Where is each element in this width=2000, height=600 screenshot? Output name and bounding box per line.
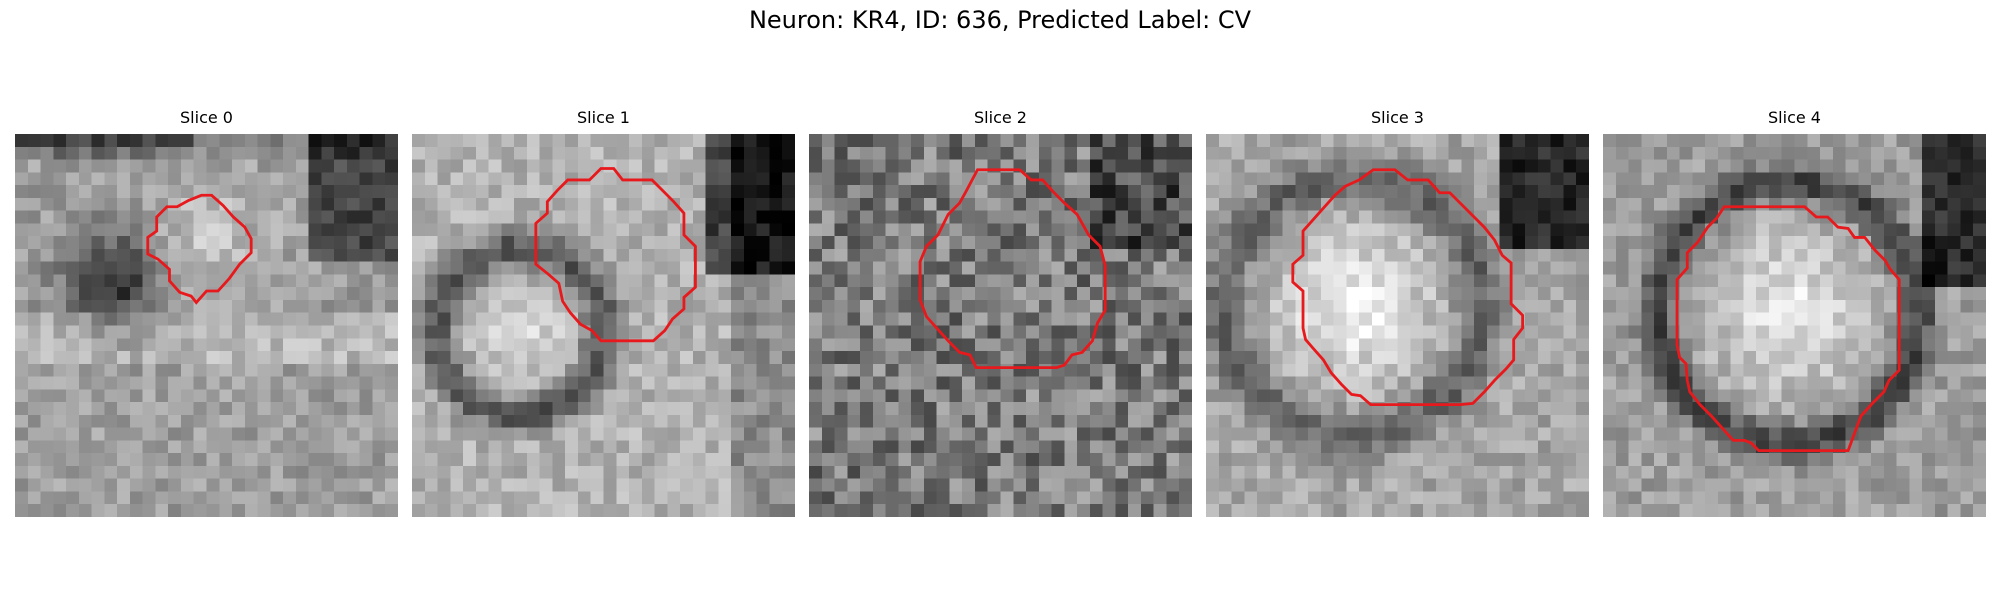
slice-image xyxy=(15,134,398,517)
slice-title: Slice 1 xyxy=(577,108,630,127)
slice-image xyxy=(1206,134,1589,517)
slice-image xyxy=(412,134,795,517)
roi-contour xyxy=(146,193,253,305)
figure-title: Neuron: KR4, ID: 636, Predicted Label: C… xyxy=(748,6,1252,34)
roi-contour xyxy=(918,168,1107,370)
slice-image xyxy=(809,134,1192,517)
roi-contour xyxy=(1675,205,1901,453)
roi-contour xyxy=(534,167,697,343)
slice-title: Slice 3 xyxy=(1371,108,1424,127)
slice-title: Slice 4 xyxy=(1768,108,1821,127)
slice-title: Slice 2 xyxy=(974,108,1027,127)
slice-image xyxy=(1603,134,1986,517)
roi-contour xyxy=(1291,168,1525,407)
slice-title: Slice 0 xyxy=(180,108,233,127)
